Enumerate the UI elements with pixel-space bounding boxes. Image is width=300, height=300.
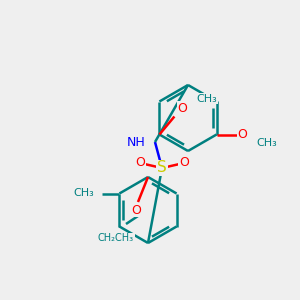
Text: CH₃: CH₃ <box>256 137 277 148</box>
Text: CH₃: CH₃ <box>196 94 217 103</box>
Text: NH: NH <box>126 136 145 148</box>
Text: O: O <box>238 128 248 141</box>
Text: CH₃: CH₃ <box>74 188 94 199</box>
Text: O: O <box>131 203 141 217</box>
Text: O: O <box>135 157 145 169</box>
Text: O: O <box>179 157 189 169</box>
Text: O: O <box>178 102 188 115</box>
Text: S: S <box>157 160 167 175</box>
Text: CH₂CH₃: CH₂CH₃ <box>98 233 134 243</box>
